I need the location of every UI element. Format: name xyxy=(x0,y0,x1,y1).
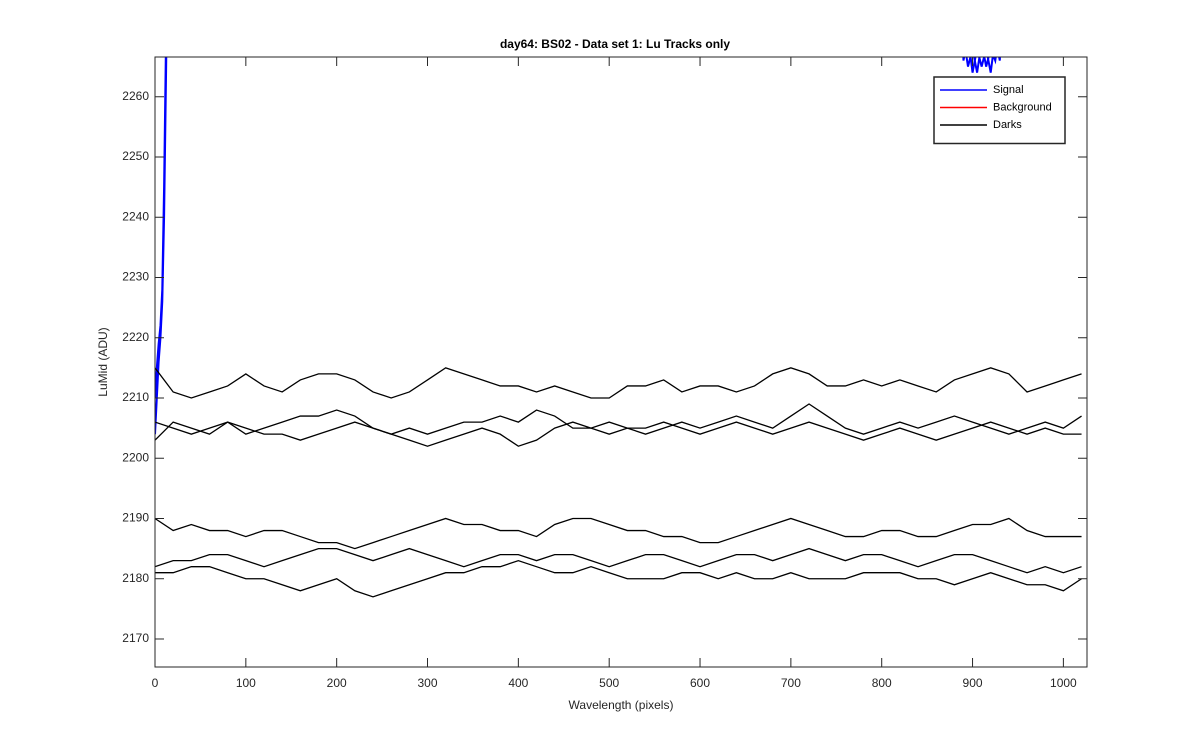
x-tick-label: 100 xyxy=(236,676,256,690)
series-line xyxy=(155,559,1082,598)
y-tick-label: 2230 xyxy=(122,270,149,284)
legend-label: Signal xyxy=(993,84,1024,96)
series-line xyxy=(155,421,1082,447)
legend-box xyxy=(933,76,1066,145)
legend-label: Darks xyxy=(993,119,1022,131)
x-tick-label: 900 xyxy=(963,676,983,690)
series-line xyxy=(155,57,997,399)
x-tick-label: 700 xyxy=(781,676,801,690)
axes-box xyxy=(154,56,1088,668)
y-tick-label: 2170 xyxy=(122,631,149,645)
y-tick-label: 2180 xyxy=(122,571,149,585)
y-tick-label: 2220 xyxy=(122,330,149,344)
y-tick-label: 2240 xyxy=(122,209,149,223)
x-tick-label: 800 xyxy=(872,676,892,690)
chart-title: day64: BS02 - Data set 1: Lu Tracks only xyxy=(500,37,730,51)
x-tick-label: 500 xyxy=(599,676,619,690)
y-tick-label: 2250 xyxy=(122,149,149,163)
series-line xyxy=(155,367,1082,399)
y-tick-label: 2210 xyxy=(122,390,149,404)
x-tick-label: 1000 xyxy=(1050,676,1077,690)
series-line xyxy=(155,517,1082,550)
x-tick-label: 400 xyxy=(508,676,528,690)
y-tick-label: 2260 xyxy=(122,89,149,103)
y-tick-label: 2190 xyxy=(122,511,149,525)
x-tick-label: 600 xyxy=(690,676,710,690)
x-tick-label: 300 xyxy=(417,676,437,690)
plot-area xyxy=(155,57,1087,667)
y-axis-label: LuMid (ADU) xyxy=(96,327,110,396)
legend-label: Background xyxy=(993,101,1052,113)
series-line xyxy=(155,403,1082,435)
x-tick-label: 0 xyxy=(152,676,159,690)
x-tick-label: 200 xyxy=(327,676,347,690)
y-tick-label: 2200 xyxy=(122,450,149,464)
plot-lines xyxy=(155,57,1082,598)
series-line xyxy=(155,547,1082,574)
x-axis-label: Wavelength (pixels) xyxy=(569,698,674,712)
